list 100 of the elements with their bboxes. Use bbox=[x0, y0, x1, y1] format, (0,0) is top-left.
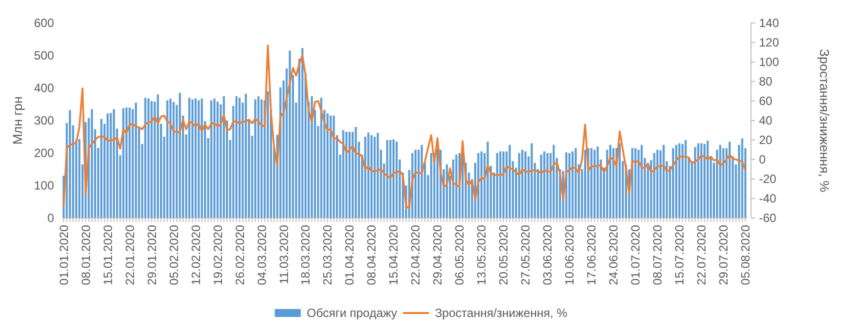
y2-tick-label: 0 bbox=[759, 152, 766, 167]
bar bbox=[596, 146, 599, 218]
bar bbox=[348, 132, 351, 218]
bar bbox=[546, 153, 548, 218]
y-axis-title: Млн грн bbox=[10, 96, 25, 145]
bar bbox=[128, 108, 131, 218]
bar bbox=[508, 144, 511, 218]
bar bbox=[552, 144, 555, 218]
x-tick-label: 13.05.2020 bbox=[474, 224, 489, 286]
bar bbox=[530, 143, 533, 218]
bar bbox=[90, 109, 93, 218]
y2-tick-label: 60 bbox=[759, 94, 773, 108]
x-tick-label: 29.07.2020 bbox=[716, 224, 731, 286]
bar bbox=[612, 148, 614, 218]
bar bbox=[540, 154, 542, 218]
bar bbox=[518, 153, 520, 218]
bar bbox=[656, 150, 658, 218]
bar bbox=[376, 132, 379, 218]
y2-tick-label: 80 bbox=[759, 74, 773, 89]
bar bbox=[110, 113, 112, 218]
bar bbox=[367, 132, 370, 218]
bar bbox=[100, 118, 102, 218]
bar bbox=[122, 108, 124, 218]
y2-tick-label: -40 bbox=[759, 192, 777, 206]
bar bbox=[364, 136, 366, 218]
x-tick-label: 15.07.2020 bbox=[672, 224, 687, 286]
bar bbox=[594, 150, 596, 218]
bar bbox=[436, 148, 439, 218]
bar bbox=[106, 113, 109, 218]
x-tick-label: 22.07.2020 bbox=[694, 224, 709, 286]
bar bbox=[125, 108, 128, 218]
bar bbox=[386, 140, 388, 218]
bar bbox=[653, 153, 656, 218]
bar bbox=[568, 153, 570, 218]
bar bbox=[320, 98, 322, 218]
y2-tick-label: 120 bbox=[759, 36, 780, 50]
x-tick-label: 05.02.2020 bbox=[166, 224, 181, 286]
x-tick-label: 04.03.2020 bbox=[254, 224, 269, 286]
x-tick-label: 17.06.2020 bbox=[584, 224, 599, 286]
y-tick-label: 600 bbox=[34, 16, 54, 30]
bar bbox=[574, 148, 577, 218]
bar bbox=[169, 98, 172, 218]
bar bbox=[728, 142, 731, 218]
bar bbox=[618, 143, 621, 218]
legend-label: Зростання/зниження, % bbox=[434, 306, 568, 320]
bar bbox=[374, 136, 376, 218]
bar bbox=[543, 151, 546, 218]
bar bbox=[662, 144, 665, 218]
y2-axis-title: Зростання/зниження, % bbox=[817, 48, 832, 193]
x-tick-label: 06.05.2020 bbox=[452, 224, 467, 286]
bar bbox=[260, 99, 263, 218]
bar bbox=[420, 144, 423, 218]
x-tick-label: 20.05.2020 bbox=[496, 224, 511, 286]
bar bbox=[216, 102, 219, 218]
bar bbox=[134, 102, 137, 218]
bar bbox=[257, 96, 260, 218]
bar bbox=[697, 143, 700, 218]
bar bbox=[345, 132, 348, 218]
bar bbox=[200, 98, 203, 218]
x-tick-label: 15.01.2020 bbox=[100, 224, 115, 286]
x-tick-label: 08.01.2020 bbox=[78, 224, 93, 286]
bar bbox=[414, 150, 417, 218]
y-tick-label: 300 bbox=[34, 114, 54, 128]
x-tick-label: 01.07.2020 bbox=[628, 224, 643, 286]
bar bbox=[392, 139, 395, 218]
bar bbox=[144, 98, 146, 218]
bar bbox=[194, 98, 197, 218]
bar bbox=[640, 144, 643, 218]
bar bbox=[166, 100, 168, 218]
x-tick-label: 26.02.2020 bbox=[232, 224, 247, 286]
bar bbox=[68, 110, 71, 218]
bar bbox=[572, 151, 574, 218]
bar bbox=[244, 94, 247, 218]
x-tick-label: 27.05.2020 bbox=[518, 224, 533, 286]
bar bbox=[741, 138, 744, 218]
bar bbox=[396, 142, 398, 218]
bar bbox=[389, 140, 392, 218]
bar bbox=[222, 96, 225, 218]
bar bbox=[178, 92, 181, 218]
y-tick-label: 0 bbox=[47, 211, 54, 226]
x-tick-label: 15.04.2020 bbox=[386, 224, 401, 286]
bar bbox=[480, 151, 482, 218]
bar bbox=[703, 144, 706, 218]
bar bbox=[210, 100, 212, 218]
y2-tick-label: 100 bbox=[759, 55, 780, 70]
x-tick-label: 22.04.2020 bbox=[408, 224, 423, 286]
bar bbox=[254, 99, 256, 218]
bar bbox=[235, 96, 238, 218]
bar bbox=[719, 144, 722, 218]
y2-tick-label: 20 bbox=[759, 133, 773, 148]
y2-tick-label: 140 bbox=[759, 16, 780, 30]
bar bbox=[172, 102, 175, 218]
x-tick-label: 08.07.2020 bbox=[650, 224, 665, 286]
bar bbox=[455, 154, 458, 218]
bar bbox=[694, 147, 696, 218]
bar bbox=[156, 94, 159, 218]
x-tick-label: 19.02.2020 bbox=[210, 224, 225, 286]
bar bbox=[326, 113, 329, 218]
bar bbox=[266, 91, 269, 218]
bar bbox=[342, 130, 344, 218]
